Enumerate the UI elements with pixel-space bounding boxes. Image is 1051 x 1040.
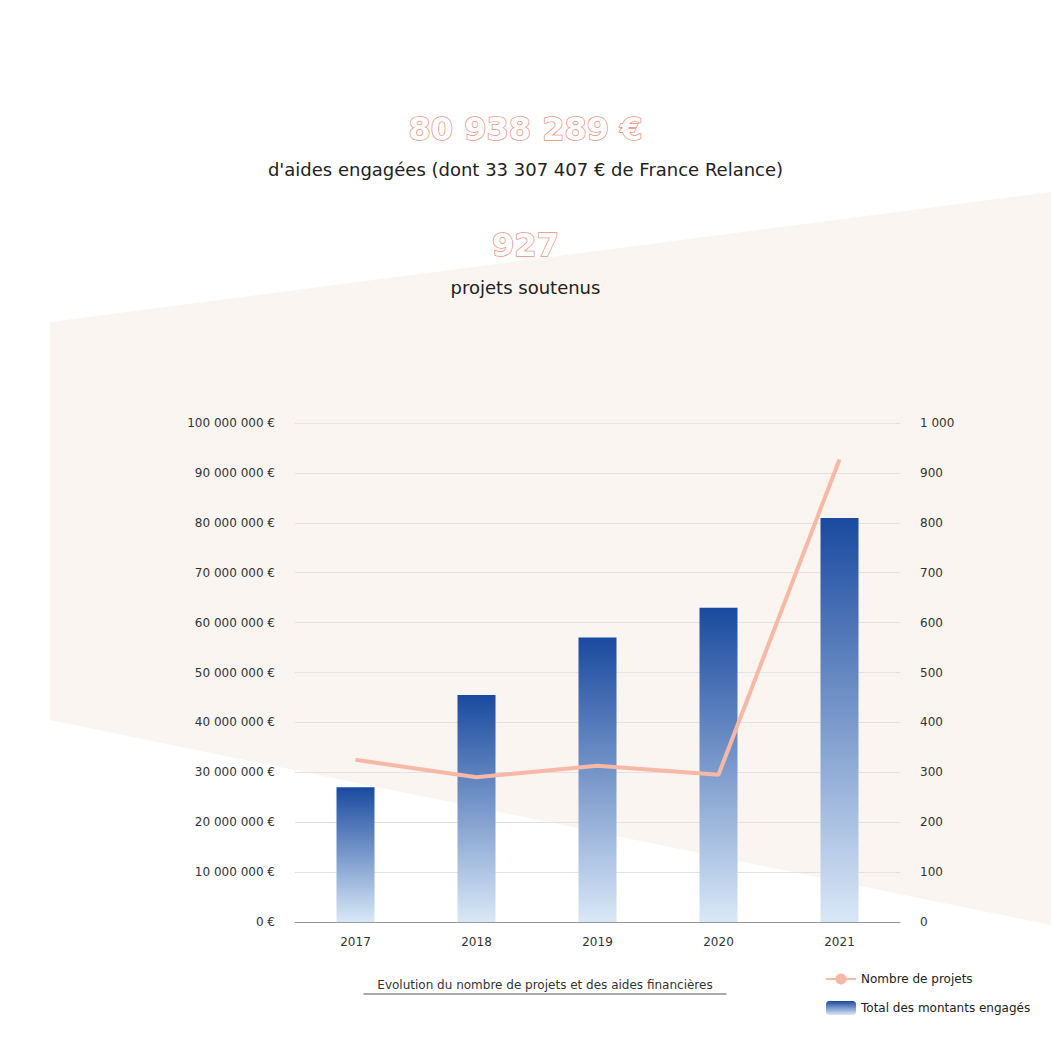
svg-text:2018: 2018	[461, 935, 492, 949]
svg-text:50 000 000 €: 50 000 000 €	[195, 666, 275, 680]
svg-text:60 000 000 €: 60 000 000 €	[195, 616, 275, 630]
svg-text:100: 100	[920, 865, 943, 879]
svg-text:10 000 000 €: 10 000 000 €	[195, 865, 275, 879]
svg-text:600: 600	[920, 616, 943, 630]
svg-text:20 000 000 €: 20 000 000 €	[195, 815, 275, 829]
svg-text:90 000 000 €: 90 000 000 €	[195, 466, 275, 480]
svg-text:Nombre de projets: Nombre de projets	[861, 972, 973, 986]
svg-text:400: 400	[920, 715, 943, 729]
svg-text:2021: 2021	[824, 935, 855, 949]
svg-text:30 000 000 €: 30 000 000 €	[195, 765, 275, 779]
svg-text:Evolution du nombre de projets: Evolution du nombre de projets et des ai…	[377, 978, 712, 992]
svg-text:500: 500	[920, 666, 943, 680]
svg-text:2017: 2017	[340, 935, 371, 949]
svg-text:700: 700	[920, 566, 943, 580]
svg-text:projets soutenus: projets soutenus	[451, 277, 601, 298]
svg-text:0 €: 0 €	[256, 915, 275, 929]
svg-text:900: 900	[920, 466, 943, 480]
svg-text:1 000: 1 000	[920, 416, 954, 430]
svg-text:0: 0	[920, 915, 928, 929]
svg-text:100 000 000 €: 100 000 000 €	[187, 416, 275, 430]
svg-text:40 000 000 €: 40 000 000 €	[195, 715, 275, 729]
svg-text:Total des montants engagés: Total des montants engagés	[860, 1001, 1030, 1015]
svg-text:80 938 289 €: 80 938 289 €	[409, 110, 643, 148]
svg-text:927: 927	[492, 226, 559, 264]
svg-text:300: 300	[920, 765, 943, 779]
svg-text:2020: 2020	[703, 935, 734, 949]
svg-text:200: 200	[920, 815, 943, 829]
svg-text:2019: 2019	[582, 935, 613, 949]
svg-text:800: 800	[920, 516, 943, 530]
svg-text:70 000 000 €: 70 000 000 €	[195, 566, 275, 580]
svg-text:80 000 000 €: 80 000 000 €	[195, 516, 275, 530]
svg-text:d'aides engagées (dont 33 307: d'aides engagées (dont 33 307 407 € de F…	[268, 159, 783, 180]
